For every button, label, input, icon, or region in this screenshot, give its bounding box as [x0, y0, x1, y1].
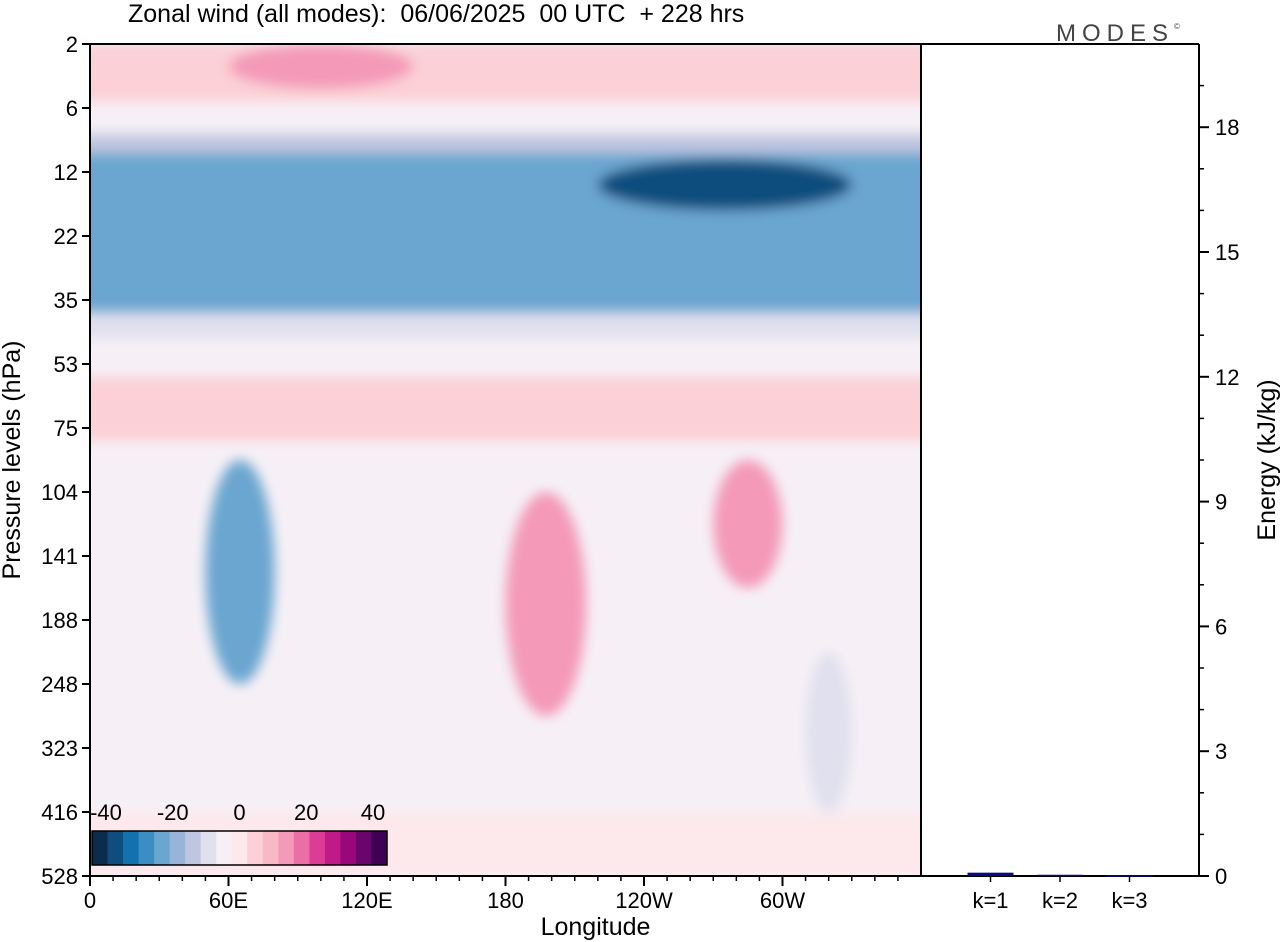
y-tick-label: 35 [54, 288, 78, 313]
colorbar-swatch [185, 831, 202, 865]
colorbar-swatch [278, 831, 295, 865]
colorbar-swatch [123, 831, 140, 865]
energy-category-label: k=1 [972, 888, 1008, 913]
colorbar-swatch [216, 831, 233, 865]
energy-category-label: k=2 [1042, 888, 1078, 913]
y-tick-label: 188 [41, 608, 78, 633]
energy-tick-label: 3 [1215, 739, 1227, 764]
y-tick-label: 12 [54, 160, 78, 185]
heatmap-band [90, 133, 921, 156]
colorbar-swatch [247, 831, 264, 865]
heatmap-region [597, 159, 852, 211]
colorbar-swatch [138, 831, 155, 865]
heatmap-band [90, 376, 921, 441]
y-axis-label: Pressure levels (hPa) [0, 341, 26, 580]
colorbar-tick-label: -40 [90, 800, 122, 825]
colorbar-swatch [293, 831, 310, 865]
colorbar-tick-label: 40 [361, 800, 385, 825]
colorbar-swatch [92, 831, 109, 865]
energy-axis-label: Energy (kJ/kg) [1253, 379, 1280, 540]
modes-logo: MODES© [1056, 20, 1180, 48]
y-tick-label: 528 [41, 864, 78, 889]
colorbar-swatch [371, 831, 388, 865]
y-tick-label: 53 [54, 352, 78, 377]
heatmap-region [205, 460, 275, 684]
energy-tick-label: 6 [1215, 614, 1227, 639]
energy-tick-label: 0 [1215, 864, 1227, 889]
heatmap-layer: -40 -20 0 20 40 [90, 44, 921, 876]
energy-tick-label: 9 [1215, 490, 1227, 515]
colorbar-swatch [309, 831, 326, 865]
y-tick-label: 323 [41, 736, 78, 761]
y-tick-label: 22 [54, 224, 78, 249]
colorbar-swatch [169, 831, 186, 865]
x-tick-label: 180 [487, 888, 524, 913]
colorbar-swatch [231, 831, 248, 865]
heatmap-region [228, 44, 414, 89]
colorbar-swatch [324, 831, 341, 865]
x-tick-label: 120W [615, 888, 673, 913]
x-tick-label: 60W [760, 888, 805, 913]
x-tick-label: 120E [341, 888, 392, 913]
y-tick-label: 416 [41, 800, 78, 825]
y-tick-label: 6 [66, 96, 78, 121]
y-tick-label: 248 [41, 672, 78, 697]
y-tick-label: 2 [66, 32, 78, 57]
x-tick-label: 0 [84, 888, 96, 913]
y-tick-label: 75 [54, 416, 78, 441]
energy-tick-label: 12 [1215, 365, 1239, 390]
colorbar-tick-label: 20 [294, 800, 318, 825]
heatmap-region [505, 492, 587, 716]
heatmap-region [713, 460, 783, 588]
colorbar-swatch [355, 831, 372, 865]
heatmap-band [90, 44, 921, 102]
x-tick-label: 60E [209, 888, 248, 913]
colorbar-swatch [154, 831, 171, 865]
colorbar-swatch [340, 831, 357, 865]
colorbar-frame [91, 830, 388, 866]
y-tick-label: 141 [41, 544, 78, 569]
colorbar-tick-label: 0 [233, 800, 245, 825]
logo-text: MODES [1056, 20, 1175, 47]
logo-mark: © [1174, 22, 1180, 31]
energy-bar [1106, 875, 1153, 877]
colorbar-swatch [107, 831, 124, 865]
heatmap-region [805, 652, 852, 812]
axes-layer: 2 6 12 22 35 53 75 104 141 188 248 323 416 528 Pressur… [0, 32, 1280, 941]
energy-tick-label: 18 [1215, 115, 1239, 140]
colorbar-tick-label: -20 [157, 800, 189, 825]
heatmap-band [90, 338, 921, 364]
colorbar-swatch [200, 831, 217, 865]
colorbar-swatch [262, 831, 279, 865]
heatmap-field [90, 44, 921, 876]
energy-tick-label: 15 [1215, 240, 1239, 265]
chart-title: Zonal wind (all modes): 06/06/2025 00 UT… [128, 0, 745, 28]
colorbar [91, 830, 388, 866]
y-tick-label: 104 [41, 480, 78, 505]
x-axis-label: Longitude [541, 913, 651, 941]
energy-bar [967, 872, 1014, 876]
heatmap-band [90, 101, 921, 134]
energy-category-label: k=3 [1111, 888, 1147, 913]
energy-bar [1037, 874, 1083, 877]
